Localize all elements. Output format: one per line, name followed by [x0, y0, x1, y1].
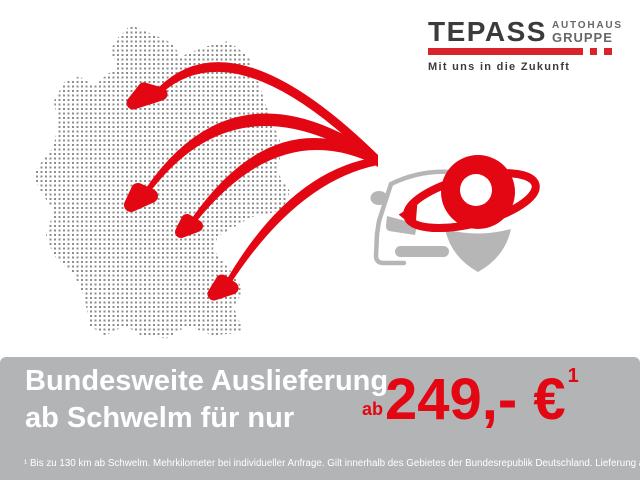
delivery-route-arrows: [124, 62, 378, 301]
logo-red-bar: [428, 48, 583, 55]
orbit-arrow-tip: [398, 202, 418, 228]
route-curve: [192, 137, 378, 222]
car-grille-bar: [395, 246, 449, 257]
logo-red-square: [590, 48, 597, 55]
offer-footnote: ¹ Bis zu 130 km ab Schwelm. Mehrkilomete…: [24, 458, 640, 469]
logo-division-line2: GRUPPE: [552, 30, 613, 45]
offer-banner: Bundesweite Auslieferung ab Schwelm für …: [0, 357, 640, 480]
route-arrowhead-icon: [175, 214, 203, 238]
pin-point: [445, 229, 511, 272]
location-pin-icon: [398, 155, 540, 272]
orbit-swoosh-front: [398, 187, 540, 233]
route-curve: [158, 62, 378, 167]
offer-headline-line1: Bundesweite Auslieferung: [25, 365, 389, 397]
car-mirror: [370, 191, 388, 205]
pin-head-hole: [460, 174, 492, 206]
price-prefix: ab: [362, 399, 384, 419]
route-arrowhead-icon: [124, 183, 158, 212]
logo-division-text: AUTOHAUS GRUPPE: [552, 20, 623, 44]
route-arrowhead-icon: [126, 82, 168, 110]
route-arrowhead-icon: [207, 274, 239, 301]
price-superscript: 1: [567, 365, 579, 387]
route-curve: [146, 113, 378, 192]
car-headlight: [386, 216, 417, 235]
logo-division-line1: AUTOHAUS: [552, 20, 623, 31]
germany-dot-map: [33, 25, 290, 339]
offer-price: ab 249,- € 1: [362, 365, 579, 432]
price-amount: 249,- €: [385, 367, 566, 432]
logo-tagline: Mit uns in die Zukunft: [428, 61, 571, 73]
car-body-line: [373, 181, 407, 266]
offer-headline: Bundesweite Auslieferung ab Schwelm für …: [25, 363, 388, 437]
logo-red-square: [604, 48, 612, 55]
offer-headline-line2: ab Schwelm für nur: [25, 402, 295, 434]
logo-brand-text: TEPASS: [428, 16, 547, 47]
